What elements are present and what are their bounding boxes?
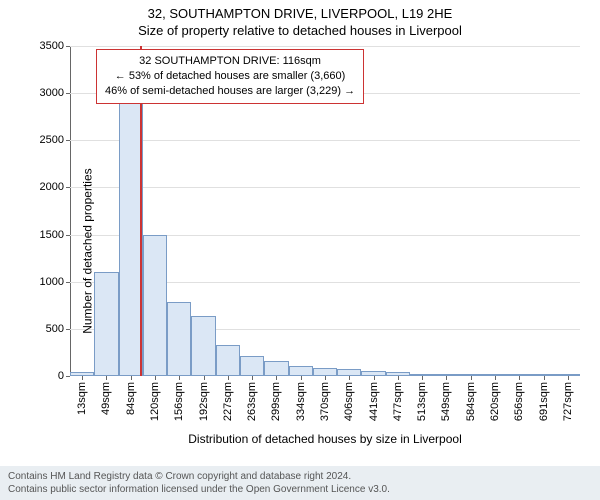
xtick-mark (544, 376, 545, 380)
xtick-mark (446, 376, 447, 380)
histogram-bar (337, 369, 361, 376)
histogram-bar (216, 345, 240, 376)
gridline (70, 46, 580, 47)
xtick-mark (179, 376, 180, 380)
ytick-label: 3500 (40, 40, 64, 52)
xtick-mark (349, 376, 350, 380)
xtick-label: 513sqm (416, 382, 428, 421)
xtick-label: 656sqm (513, 382, 525, 421)
xtick-label: 727sqm (562, 382, 574, 421)
xtick-mark (131, 376, 132, 380)
ytick-mark (66, 187, 70, 188)
ytick-mark (66, 140, 70, 141)
histogram-bar (119, 81, 143, 376)
xtick-label: 584sqm (465, 382, 477, 421)
xtick-label: 549sqm (440, 382, 452, 421)
xtick-mark (252, 376, 253, 380)
xtick-label: 84sqm (125, 382, 137, 415)
xtick-mark (204, 376, 205, 380)
histogram-bar (240, 356, 264, 376)
callout-line-3: 46% of semi-detached houses are larger (… (105, 84, 355, 99)
xtick-label: 691sqm (538, 382, 550, 421)
histogram-bar (94, 272, 118, 376)
xtick-label: 406sqm (343, 382, 355, 421)
histogram-bar (191, 316, 215, 376)
ytick-mark (66, 376, 70, 377)
ytick-label: 3000 (40, 87, 64, 99)
ytick-label: 1500 (40, 229, 64, 241)
xtick-mark (495, 376, 496, 380)
ytick-label: 500 (46, 323, 64, 335)
ytick-label: 0 (58, 370, 64, 382)
xtick-label: 441sqm (368, 382, 380, 421)
histogram-bar (264, 361, 288, 376)
ytick-mark (66, 235, 70, 236)
gridline (70, 187, 580, 188)
xtick-mark (228, 376, 229, 380)
ytick-mark (66, 282, 70, 283)
xtick-mark (422, 376, 423, 380)
xtick-mark (82, 376, 83, 380)
footer-line-2: Contains public sector information licen… (8, 483, 592, 496)
xtick-mark (155, 376, 156, 380)
footer: Contains HM Land Registry data © Crown c… (0, 466, 600, 500)
page-title: 32, SOUTHAMPTON DRIVE, LIVERPOOL, L19 2H… (0, 0, 600, 21)
histogram-bar (313, 368, 337, 376)
xtick-mark (301, 376, 302, 380)
xtick-mark (106, 376, 107, 380)
callout-line-1: 32 SOUTHAMPTON DRIVE: 116sqm (105, 54, 355, 69)
xtick-mark (519, 376, 520, 380)
xtick-label: 227sqm (222, 382, 234, 421)
xtick-label: 192sqm (198, 382, 210, 421)
histogram-bar (167, 302, 191, 376)
callout-line-2: ← 53% of detached houses are smaller (3,… (105, 69, 355, 84)
ytick-label: 2500 (40, 134, 64, 146)
ytick-mark (66, 329, 70, 330)
xtick-mark (471, 376, 472, 380)
xtick-label: 263sqm (246, 382, 258, 421)
xtick-label: 13sqm (76, 382, 88, 415)
xtick-label: 49sqm (100, 382, 112, 415)
ytick-label: 1000 (40, 276, 64, 288)
chart-container: 32, SOUTHAMPTON DRIVE, LIVERPOOL, L19 2H… (0, 0, 600, 500)
xtick-label: 620sqm (489, 382, 501, 421)
ytick-mark (66, 93, 70, 94)
xtick-mark (374, 376, 375, 380)
callout-box: 32 SOUTHAMPTON DRIVE: 116sqm ← 53% of de… (96, 49, 364, 104)
xtick-label: 370sqm (319, 382, 331, 421)
page-subtitle: Size of property relative to detached ho… (0, 21, 600, 38)
histogram-bar (289, 366, 313, 376)
ytick-mark (66, 46, 70, 47)
y-axis-label: Number of detached properties (81, 168, 95, 333)
xtick-label: 156sqm (173, 382, 185, 421)
histogram-bar (143, 235, 167, 376)
xtick-label: 299sqm (270, 382, 282, 421)
ytick-label: 2000 (40, 181, 64, 193)
footer-line-1: Contains HM Land Registry data © Crown c… (8, 470, 592, 483)
x-axis-label: Distribution of detached houses by size … (70, 432, 580, 446)
gridline (70, 140, 580, 141)
xtick-mark (398, 376, 399, 380)
xtick-mark (276, 376, 277, 380)
xtick-label: 477sqm (392, 382, 404, 421)
xtick-mark (325, 376, 326, 380)
y-axis-line (70, 46, 71, 376)
xtick-label: 120sqm (149, 382, 161, 421)
xtick-label: 334sqm (295, 382, 307, 421)
xtick-mark (568, 376, 569, 380)
